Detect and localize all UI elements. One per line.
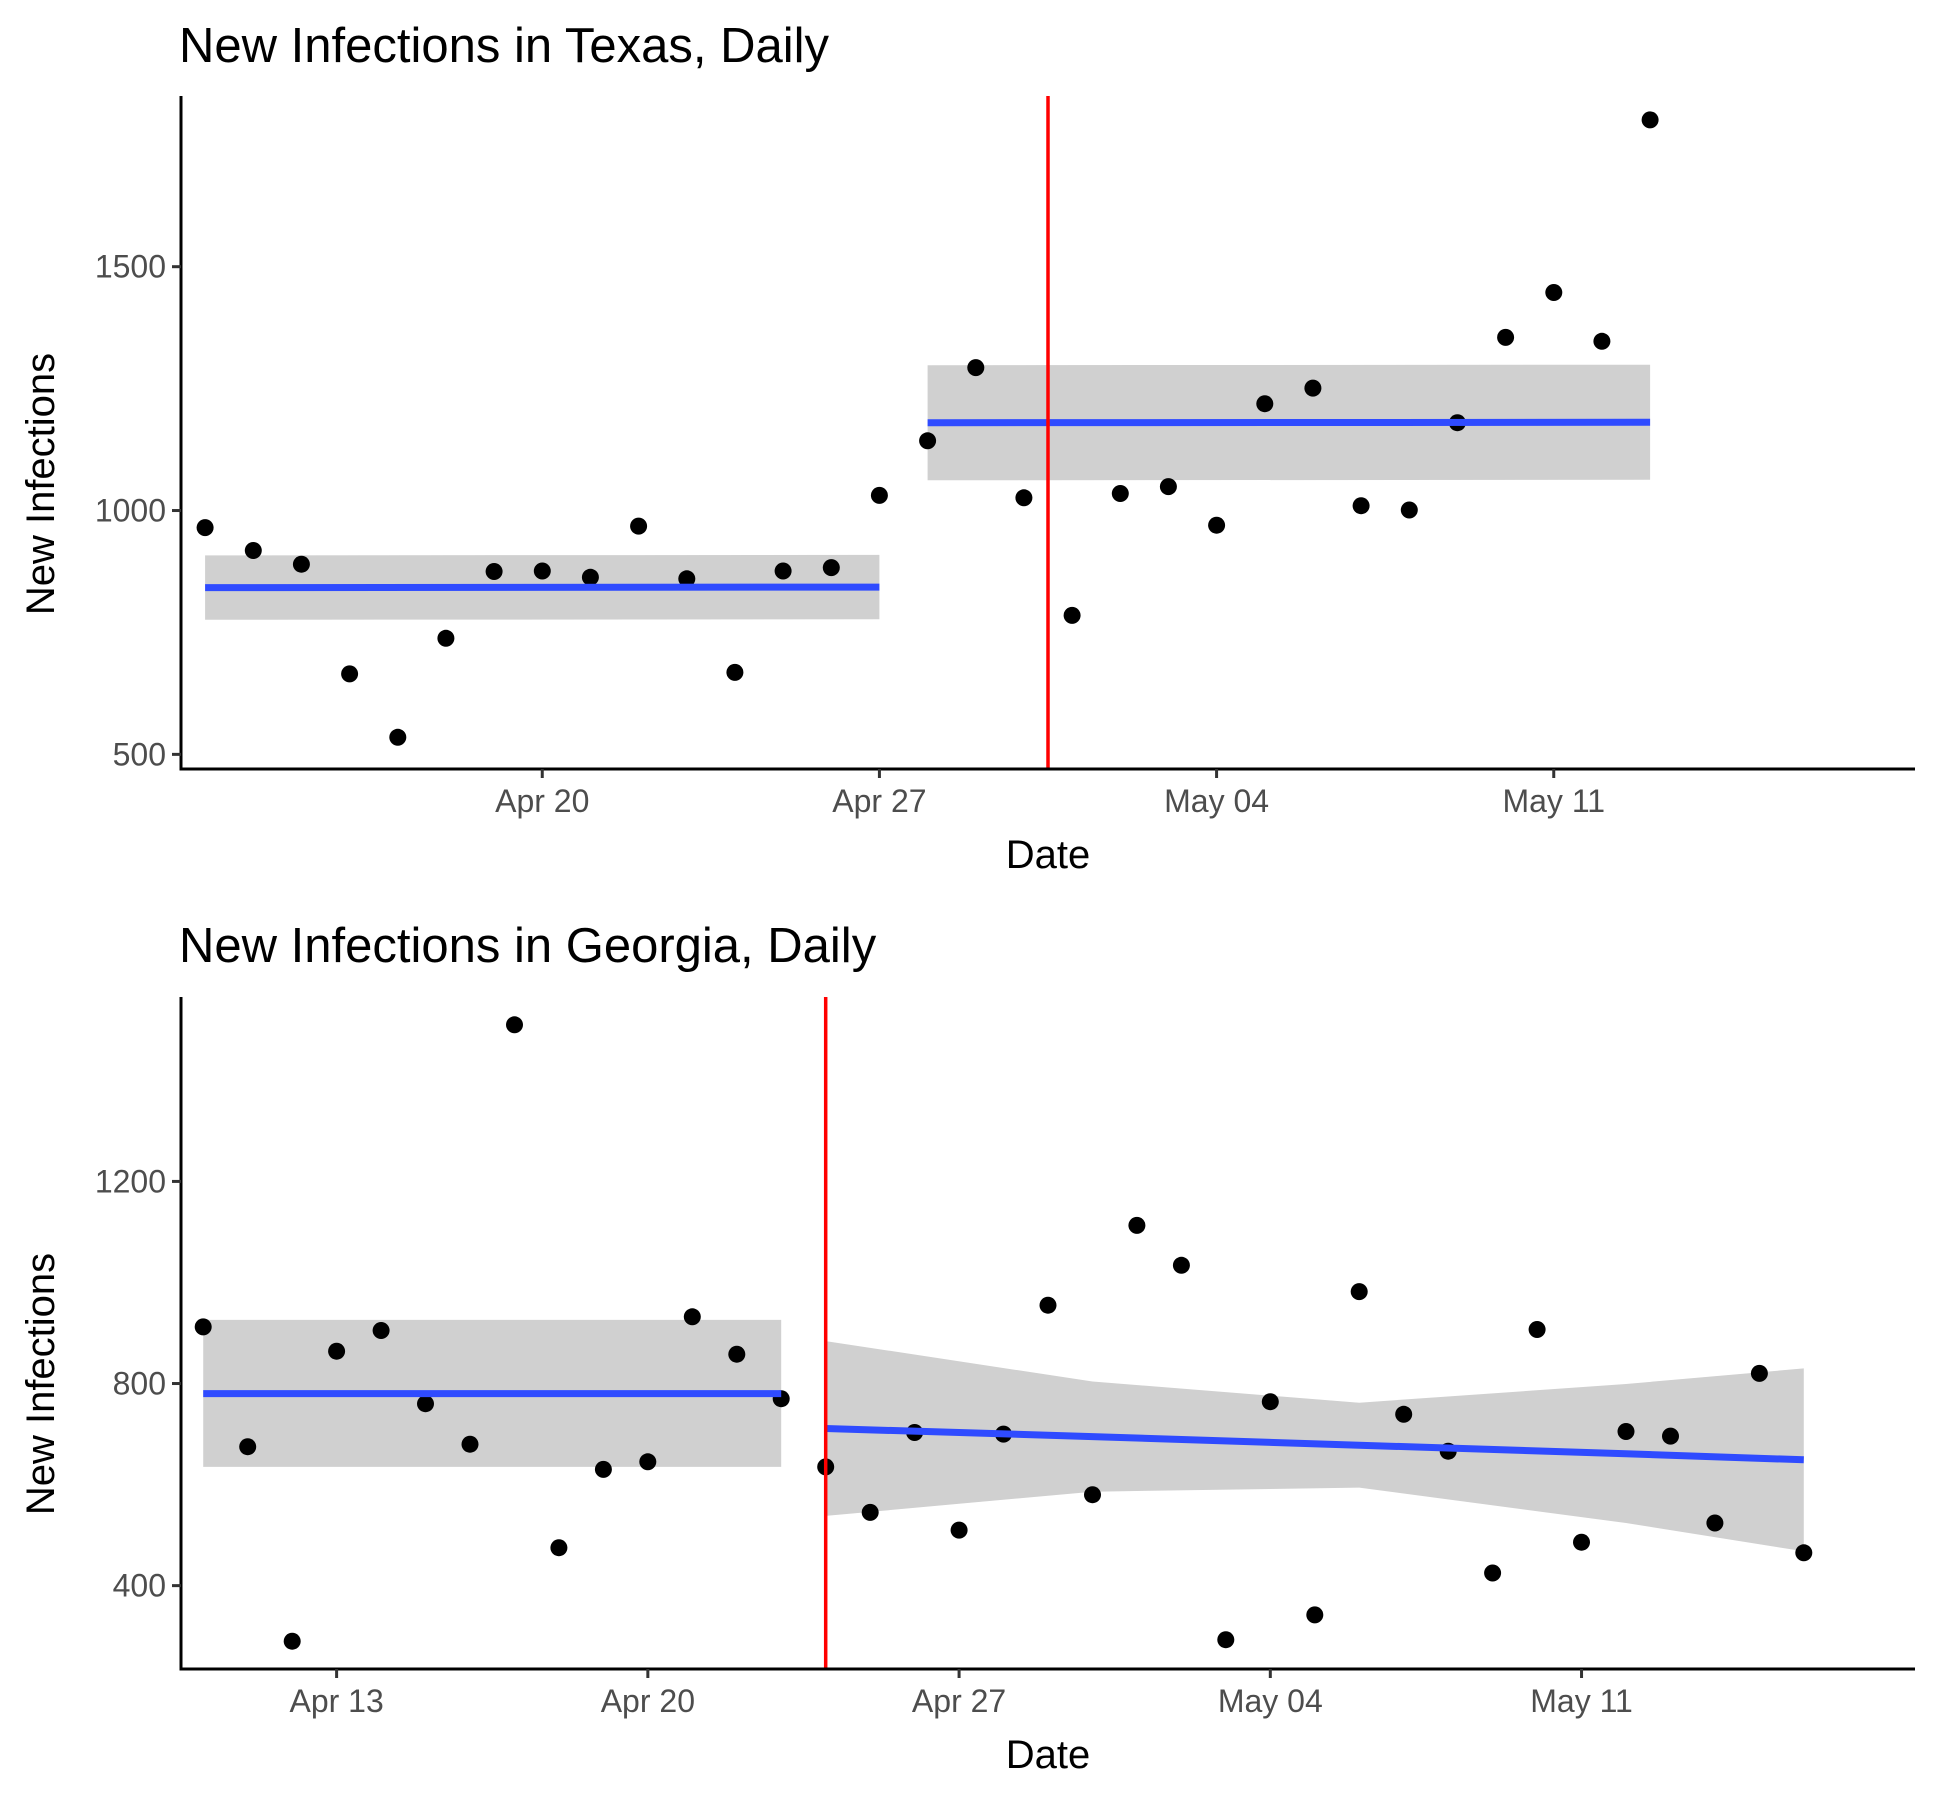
y-tick-label: 1200	[95, 1163, 166, 1199]
data-point	[292, 555, 310, 573]
data-point	[861, 1503, 879, 1521]
data-point	[822, 559, 840, 577]
data-point	[1217, 1631, 1235, 1649]
data-point	[1208, 516, 1226, 534]
data-point	[683, 1308, 701, 1326]
data-point	[1528, 1321, 1546, 1338]
data-point	[1545, 284, 1563, 301]
y-tick-label: 400	[113, 1568, 166, 1604]
data-point	[1111, 485, 1129, 502]
data-point	[196, 519, 214, 537]
data-point	[506, 1016, 523, 1034]
data-point	[1159, 478, 1177, 496]
x-axis-title: Date	[1006, 1733, 1091, 1777]
y-tick-label: 1500	[95, 249, 166, 285]
data-point	[417, 1395, 434, 1413]
data-point	[194, 1318, 212, 1336]
data-point	[244, 542, 262, 559]
data-point	[239, 1438, 257, 1456]
data-point	[372, 1322, 390, 1339]
x-tick-label: May 11	[1502, 783, 1605, 819]
chart-title: New Infections in Georgia, Daily	[179, 919, 877, 973]
data-point	[1128, 1216, 1146, 1234]
data-point	[594, 1460, 612, 1478]
data-point	[1306, 1606, 1324, 1624]
y-axis-title: New Infections	[19, 1253, 63, 1515]
data-point	[870, 486, 888, 504]
x-axis-title: Date	[1006, 833, 1091, 877]
x-tick-label: Apr 13	[289, 1683, 383, 1719]
data-point	[1617, 1423, 1635, 1440]
data-point	[728, 1345, 746, 1363]
chart-texas: New Infections in Texas, Daily Date New …	[19, 19, 1915, 877]
data-point	[1750, 1364, 1768, 1382]
data-point	[1039, 1296, 1057, 1314]
data-point	[485, 563, 503, 580]
data-point	[1304, 379, 1322, 397]
data-point	[341, 665, 359, 683]
data-point	[1395, 1405, 1413, 1423]
data-point	[967, 359, 985, 377]
fit-line	[205, 583, 880, 592]
y-axis-title: New Infections	[19, 353, 63, 615]
data-point	[639, 1453, 657, 1471]
data-point	[461, 1435, 479, 1453]
data-point	[1350, 1283, 1368, 1301]
data-point	[1352, 497, 1370, 515]
data-point	[1573, 1533, 1590, 1551]
x-tick-label: Apr 27	[832, 783, 926, 819]
y-tick-label: 800	[113, 1366, 166, 1402]
data-point	[678, 570, 696, 588]
data-point	[1484, 1564, 1502, 1582]
data-point	[1015, 489, 1033, 507]
data-point	[283, 1632, 301, 1650]
data-point	[1084, 1486, 1101, 1504]
x-tick-label: Apr 27	[912, 1683, 1006, 1719]
data-point	[389, 728, 407, 746]
data-point	[437, 629, 455, 647]
data-point	[1641, 111, 1659, 129]
fit-line	[825, 1425, 1804, 1464]
data-point	[950, 1521, 968, 1539]
data-point	[1662, 1427, 1679, 1445]
data-point	[1256, 395, 1274, 413]
y-tick-label: 1000	[95, 493, 166, 529]
data-point	[581, 568, 599, 586]
data-point	[726, 663, 744, 681]
data-point	[328, 1342, 346, 1360]
data-point	[630, 517, 648, 535]
data-point	[1172, 1256, 1190, 1274]
data-point	[774, 562, 792, 580]
chart-georgia: New Infections in Georgia, Daily Date Ne…	[19, 919, 1915, 1777]
data-point	[533, 562, 551, 580]
y-tick-label: 500	[113, 736, 166, 772]
data-point	[550, 1539, 568, 1557]
data-point	[1795, 1544, 1813, 1562]
data-point	[1400, 501, 1418, 519]
x-tick-label: May 11	[1530, 1683, 1633, 1719]
data-point	[919, 432, 937, 450]
chart-title: New Infections in Texas, Daily	[179, 19, 829, 73]
x-tick-label: Apr 20	[601, 1683, 695, 1719]
data-point	[1497, 328, 1515, 346]
data-point	[1593, 332, 1611, 350]
data-point	[1063, 606, 1081, 624]
data-point	[1706, 1514, 1724, 1532]
x-tick-label: May 04	[1164, 783, 1269, 819]
data-point	[1261, 1393, 1279, 1411]
x-tick-label: May 04	[1218, 1683, 1323, 1719]
x-tick-label: Apr 20	[495, 783, 589, 819]
